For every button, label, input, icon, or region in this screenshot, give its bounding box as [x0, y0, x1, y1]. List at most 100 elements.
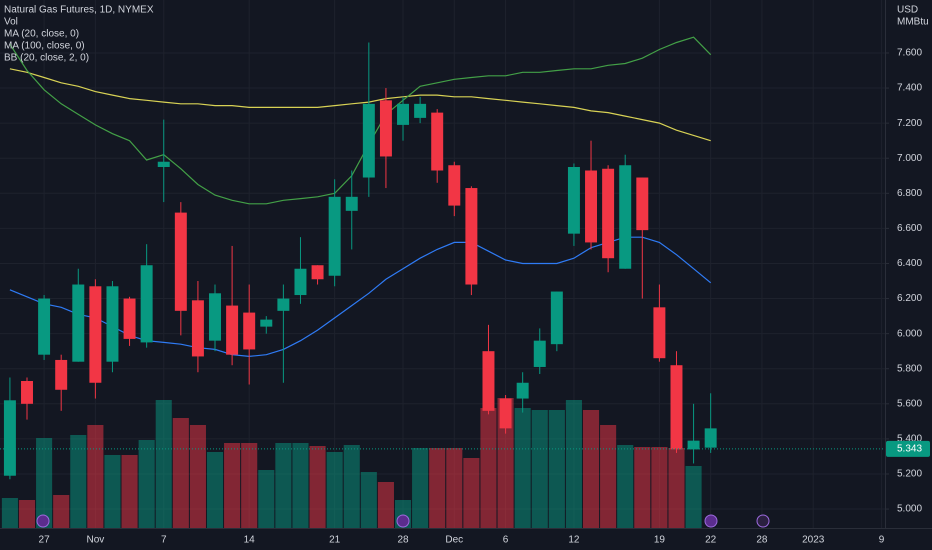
event-icon[interactable]	[396, 514, 410, 528]
y-tick-label: 5.200	[897, 469, 922, 480]
volume-bar	[429, 448, 446, 528]
y-tick-label: 7.000	[897, 153, 922, 164]
y-tick-label: 6.400	[897, 258, 922, 269]
x-tick-label: 22	[705, 535, 717, 546]
volume-bar	[497, 398, 514, 528]
volume-bar	[292, 443, 309, 528]
volume-bar	[70, 435, 87, 528]
volume-bar	[224, 443, 241, 528]
candle-body	[687, 440, 700, 450]
y-tick-label: 7.600	[897, 48, 922, 59]
candle-body	[328, 196, 341, 276]
candle-body	[499, 398, 512, 429]
volume-bar	[36, 438, 53, 528]
candle-body	[89, 286, 102, 383]
candle-body	[123, 298, 136, 339]
volume-bar	[582, 410, 600, 528]
event-icon[interactable]	[36, 514, 50, 528]
candle-body	[516, 382, 529, 399]
candle-body	[174, 212, 187, 311]
volume-bar	[617, 445, 634, 528]
volume-bar	[634, 447, 651, 528]
volume-bar	[206, 452, 224, 528]
volume-bar	[275, 443, 292, 528]
candle-body	[397, 103, 410, 125]
volume-bar	[668, 448, 685, 528]
legend-entry: MA (20, close, 0)	[4, 29, 79, 40]
y-tick-label: 5.600	[897, 398, 922, 409]
candle-body	[106, 286, 119, 362]
volume-bar	[53, 495, 70, 528]
last-price-box	[886, 440, 930, 457]
x-tick-label: 12	[568, 535, 580, 546]
candle-body	[431, 112, 444, 171]
candle-body	[567, 166, 580, 234]
legend-entry: Vol	[4, 17, 18, 28]
event-icon[interactable]	[704, 514, 718, 528]
volume-bar	[241, 443, 258, 528]
unit: MMBtu	[897, 17, 929, 28]
event-icon[interactable]	[756, 514, 770, 528]
candle-body	[157, 161, 170, 167]
y-tick-label: 6.000	[897, 328, 922, 339]
y-tick-label: 5.400	[897, 434, 922, 445]
x-tick-label: 21	[329, 535, 341, 546]
volume-pane	[1, 398, 702, 528]
volume-bar	[651, 447, 668, 528]
volume-bar	[446, 448, 463, 528]
y-tick-label: 6.600	[897, 223, 922, 234]
candle-body	[465, 188, 478, 285]
x-tick-label: 6	[503, 535, 509, 546]
volume-bar	[258, 470, 275, 528]
volume-bar	[548, 410, 565, 528]
candle-body	[277, 298, 290, 311]
overlay-line	[9, 36, 712, 205]
x-tick-label: 9	[879, 535, 885, 546]
y-tick-label: 5.000	[897, 504, 922, 515]
candle-body	[191, 300, 204, 357]
volume-bar	[600, 425, 617, 528]
candle-body	[619, 165, 632, 269]
candle-body	[243, 312, 256, 350]
x-tick-label: Dec	[445, 535, 463, 546]
volume-bar	[412, 448, 429, 528]
candle-body	[260, 319, 273, 327]
legend-entry: BB (20, close, 2, 0)	[4, 53, 89, 64]
candle-body	[38, 298, 51, 355]
candle-body	[345, 196, 358, 211]
volume-bar	[104, 455, 121, 528]
candle-body	[21, 381, 33, 404]
candle-body	[379, 100, 392, 157]
x-tick-label: 28	[756, 535, 768, 546]
chart-title: Natural Gas Futures, 1D, NYMEX	[4, 5, 154, 16]
volume-bar	[18, 500, 36, 528]
candle-body	[704, 428, 717, 448]
candle-body	[670, 365, 683, 450]
volume-bar	[531, 410, 548, 528]
candle-body	[294, 268, 307, 296]
volume-bar	[138, 440, 155, 528]
volume-bar	[172, 418, 189, 528]
candle-body	[226, 305, 239, 355]
y-tick-label: 7.400	[897, 83, 922, 94]
volume-bar	[309, 446, 326, 528]
candle-body	[209, 293, 221, 341]
last-price-label: 5.343	[897, 444, 922, 455]
candle-body	[55, 359, 68, 390]
y-tick-label: 5.800	[897, 363, 922, 374]
x-tick-label: 19	[654, 535, 666, 546]
volume-bar	[565, 400, 582, 528]
candle-body	[3, 400, 16, 476]
y-tick-label: 6.800	[897, 188, 922, 199]
volume-bar	[189, 425, 206, 528]
axes: 5.000 5.200 5.400 5.600 5.800 6.000 6.200 6.400…	[0, 48, 930, 546]
x-tick-label: 7	[161, 535, 167, 546]
event-icons[interactable]	[36, 514, 770, 528]
volume-bar	[121, 455, 138, 528]
candle-body	[362, 103, 375, 178]
volume-bar	[480, 408, 497, 528]
volume-bar	[514, 408, 531, 528]
candle-body	[636, 177, 649, 231]
candle-body	[602, 168, 615, 259]
